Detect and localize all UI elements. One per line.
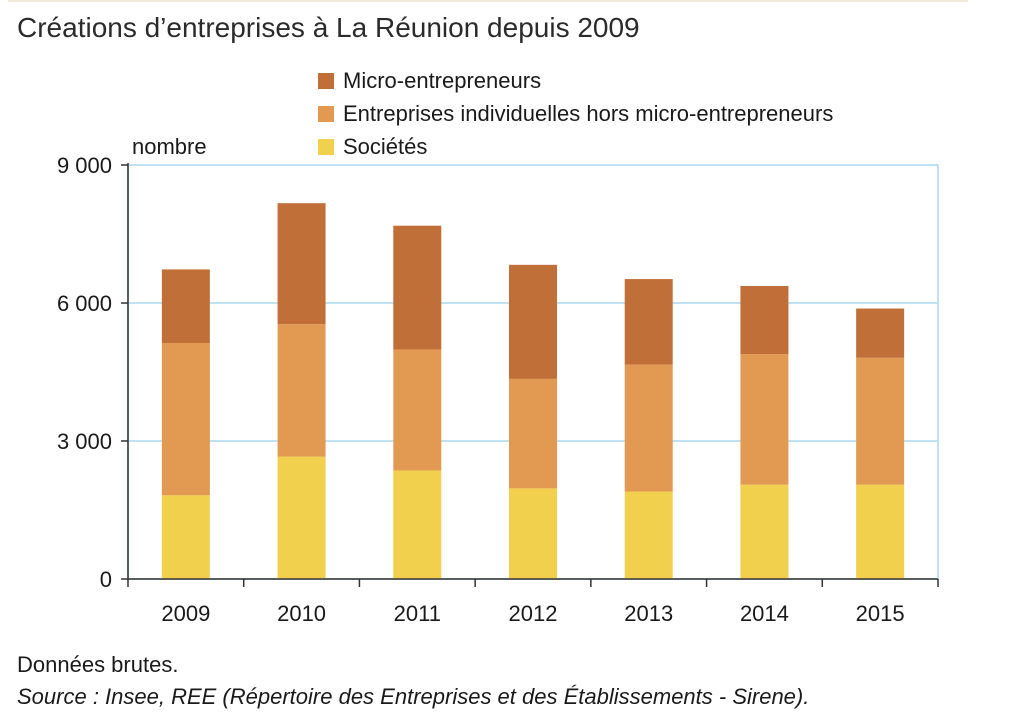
y-tick-label-0: 0 bbox=[100, 567, 112, 592]
chart-legend: Micro-entrepreneurs Entreprises individu… bbox=[318, 64, 833, 163]
legend-swatch-micro-entrepreneurs bbox=[318, 72, 334, 89]
bar-entreprises-individuelles-2013 bbox=[624, 364, 673, 492]
bar-entreprises-individuelles-2014 bbox=[740, 354, 789, 485]
bar-societes-2012 bbox=[509, 488, 557, 579]
source-note: Source : Insee, REE (Répertoire des Entr… bbox=[17, 684, 810, 709]
legend-label-micro-entrepreneurs: Micro-entrepreneurs bbox=[343, 67, 542, 93]
bar-micro-entrepreneurs-2011 bbox=[393, 225, 442, 350]
bar-societes-2009 bbox=[161, 495, 210, 579]
bar-entreprises-individuelles-2010 bbox=[277, 324, 326, 457]
x-tick-label-2010: 2010 bbox=[277, 601, 326, 626]
legend-item-entreprises-individuelles: Entreprises individuelles hors micro-ent… bbox=[318, 97, 833, 130]
bar-micro-entrepreneurs-2010 bbox=[277, 203, 326, 325]
legend-label-entreprises-individuelles: Entreprises individuelles hors micro-ent… bbox=[343, 100, 834, 126]
bar-micro-entrepreneurs-2012 bbox=[509, 264, 557, 379]
bar-micro-entrepreneurs-2013 bbox=[624, 279, 673, 365]
bar-societes-2015 bbox=[856, 484, 905, 579]
chart-title: Créations d’entreprises à La Réunion dep… bbox=[17, 12, 640, 43]
bar-micro-entrepreneurs-2014 bbox=[740, 285, 789, 355]
top-divider bbox=[8, 0, 968, 2]
legend-swatch-societes bbox=[318, 138, 334, 155]
legend-label-societes: Sociétés bbox=[343, 133, 428, 159]
y-tick-label-9000: 9 000 bbox=[57, 153, 112, 178]
bar-entreprises-individuelles-2011 bbox=[393, 349, 442, 471]
x-tick-label-2013: 2013 bbox=[624, 601, 673, 626]
x-tick-label-2014: 2014 bbox=[740, 601, 789, 626]
bar-micro-entrepreneurs-2015 bbox=[856, 308, 905, 358]
raw-data-note: Données brutes. bbox=[17, 652, 179, 677]
bar-societes-2013 bbox=[624, 491, 673, 579]
x-tick-label-2011: 2011 bbox=[394, 601, 441, 626]
y-tick-label-6000: 6 000 bbox=[57, 291, 112, 316]
bar-entreprises-individuelles-2015 bbox=[856, 357, 905, 485]
bar-entreprises-individuelles-2012 bbox=[509, 378, 557, 489]
x-tick-label-2012: 2012 bbox=[509, 601, 558, 626]
y-axis-unit-label: nombre bbox=[132, 134, 207, 159]
bar-societes-2011 bbox=[393, 470, 442, 579]
legend-swatch-entreprises-individuelles bbox=[318, 105, 334, 122]
x-tick-label-2015: 2015 bbox=[856, 601, 905, 626]
y-tick-label-3000: 3 000 bbox=[57, 429, 112, 454]
legend-item-societes: Sociétés bbox=[318, 130, 833, 163]
bar-societes-2010 bbox=[277, 456, 326, 579]
bar-entreprises-individuelles-2009 bbox=[161, 343, 210, 496]
bar-micro-entrepreneurs-2009 bbox=[161, 269, 210, 344]
bar-societes-2014 bbox=[740, 484, 789, 579]
x-tick-label-2009: 2009 bbox=[161, 601, 210, 626]
legend-item-micro-entrepreneurs: Micro-entrepreneurs bbox=[318, 64, 833, 97]
